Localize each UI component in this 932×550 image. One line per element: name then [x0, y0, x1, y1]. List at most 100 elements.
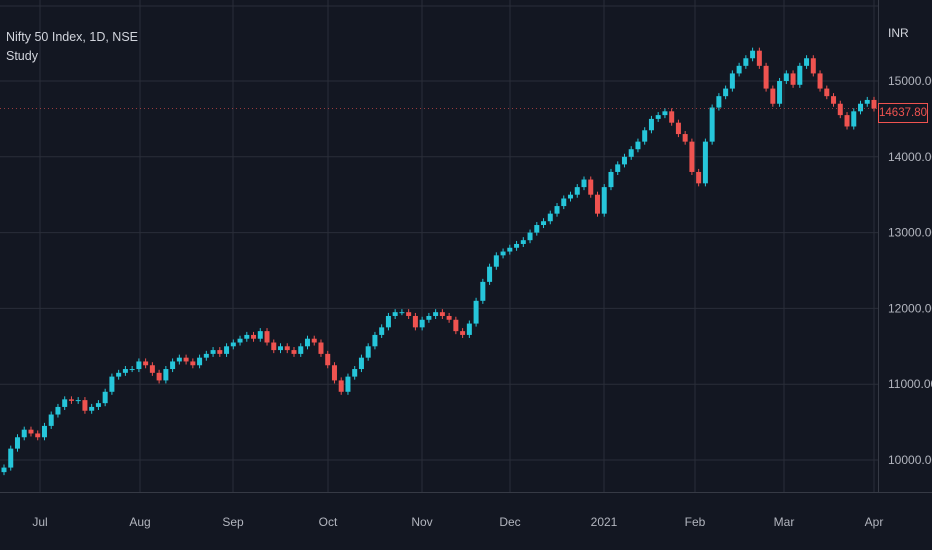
x-tick-label: Mar [774, 515, 795, 529]
candle-body [1, 467, 7, 473]
candle-body [176, 357, 182, 362]
candle-body [453, 319, 459, 332]
candle-body [170, 361, 176, 370]
candle-body [14, 437, 20, 449]
x-tick-label: Sep [222, 515, 244, 529]
candle-body [156, 372, 162, 381]
candle-body [163, 369, 169, 381]
candle-body [460, 331, 466, 335]
candle-body [736, 65, 742, 74]
candle-body [817, 73, 823, 89]
candle-body [777, 81, 783, 104]
candle-body [338, 380, 344, 392]
candle-body [237, 338, 243, 343]
candle-body [682, 134, 688, 142]
candle-body [318, 342, 324, 354]
candle-body [642, 130, 648, 142]
candle-body [507, 247, 513, 252]
candle-body [439, 312, 445, 316]
candle-body [190, 361, 196, 366]
candle-body [8, 448, 14, 468]
y-tick-label: 10000.00 [888, 453, 932, 467]
study-label[interactable]: Study [6, 49, 38, 63]
candle-body [21, 429, 27, 438]
candle-body [264, 331, 270, 343]
candle-body [109, 376, 115, 392]
candle-body [729, 73, 735, 89]
candle-body [797, 65, 803, 85]
candle-body [473, 300, 479, 324]
candle-body [75, 400, 81, 402]
candle-body [858, 103, 864, 112]
y-tick-label: 13000.00 [888, 226, 932, 240]
candle-body [365, 346, 371, 358]
candle-body [68, 399, 74, 401]
candle-body [122, 369, 128, 373]
last-price-tag: 14637.80 [878, 103, 928, 123]
candle-body [527, 232, 533, 241]
candle-body [230, 342, 236, 347]
candle-body [55, 406, 61, 415]
candle-body [871, 99, 877, 109]
candle-body [116, 372, 122, 377]
candle-body [500, 251, 506, 256]
candle-body [325, 353, 331, 366]
candle-body [655, 115, 661, 119]
candle-body [298, 346, 304, 354]
y-tick-label: 14000.00 [888, 150, 932, 164]
candle-body [291, 350, 297, 354]
candle-body [95, 403, 101, 407]
candle-body [648, 118, 654, 131]
candle-body [257, 331, 263, 339]
candle-body [433, 312, 439, 316]
candle-body [783, 73, 789, 81]
candle-body [561, 198, 567, 207]
candle-body [358, 357, 364, 370]
candle-body [352, 369, 358, 377]
candle-body [399, 312, 405, 314]
x-tick-label: Jul [32, 515, 47, 529]
candle-body [183, 357, 189, 362]
candle-body [790, 73, 796, 85]
candle-body [864, 99, 870, 104]
candle-body [345, 376, 351, 392]
candle-body [41, 425, 47, 438]
candle-body [750, 50, 756, 59]
candle-body [217, 350, 223, 354]
candle-body [379, 327, 385, 335]
candle-body [588, 179, 594, 195]
candle-body [271, 342, 277, 351]
candle-body [48, 414, 54, 426]
candle-body [244, 334, 250, 339]
candle-body [197, 357, 203, 366]
candle-body [851, 111, 857, 127]
candle-body [466, 323, 472, 335]
candle-body [804, 58, 810, 66]
candle-body [224, 346, 230, 354]
candle-body [628, 149, 634, 157]
candle-body [824, 88, 830, 97]
candle-body [675, 122, 681, 135]
candle-body [149, 365, 155, 373]
candle-body [392, 312, 398, 316]
candle-body [446, 315, 452, 320]
candle-body [520, 240, 526, 244]
candle-body [372, 334, 378, 347]
candle-body [709, 107, 715, 142]
candle-body [89, 406, 95, 411]
candle-body [615, 164, 621, 172]
candle-body [419, 319, 425, 328]
candle-body [696, 171, 702, 184]
candle-body [574, 187, 580, 195]
chart-legend: Nifty 50 Index, 1D, NSE Study [6, 28, 138, 66]
candle-body [210, 350, 216, 354]
candle-body [278, 346, 284, 351]
candle-body [487, 266, 493, 282]
candle-body [554, 206, 560, 214]
symbol-title[interactable]: Nifty 50 Index, 1D, NSE [6, 30, 139, 44]
candle-body [568, 194, 574, 199]
candle-body [723, 88, 729, 97]
candle-body [493, 255, 499, 267]
candle-body [763, 65, 769, 89]
